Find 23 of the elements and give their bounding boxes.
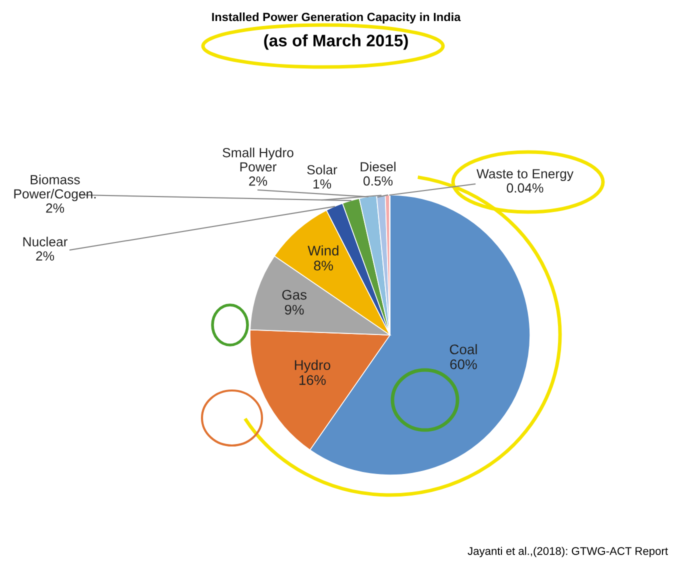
data-label: 9% xyxy=(284,304,304,315)
data-label: 2% xyxy=(249,176,268,186)
slice-label: Nuclear xyxy=(23,236,68,246)
data-label: 2% xyxy=(46,203,64,213)
data-label: 2% xyxy=(36,251,54,261)
text: Jayanti et al.,(2018): GTWG-ACT Report xyxy=(468,546,668,558)
slice-label: Diesel xyxy=(360,162,396,172)
data-label: 60% xyxy=(450,359,477,370)
slice-label: Coal xyxy=(450,344,477,354)
data-label: 16% xyxy=(299,375,326,385)
data-label: 1% xyxy=(313,179,332,189)
slice-label: Waste to Energy xyxy=(476,169,574,182)
slice-label: Gas xyxy=(282,290,306,300)
data-label: 0.5% xyxy=(363,176,393,186)
slice-label: Wind xyxy=(308,245,338,256)
slice-label: Solar xyxy=(307,164,338,174)
chart-subtitle: (as of March 2015) xyxy=(264,34,408,50)
slice-label: Hydro xyxy=(294,360,330,373)
slice-label: Biomass Power/Cogen. xyxy=(14,174,96,202)
slice-label: Small Hydro Power xyxy=(222,148,294,172)
data-label: 8% xyxy=(314,260,333,271)
data-label: 0.04% xyxy=(506,183,544,193)
chart-title: Installed Power Generation Capacity in India xyxy=(212,12,461,24)
